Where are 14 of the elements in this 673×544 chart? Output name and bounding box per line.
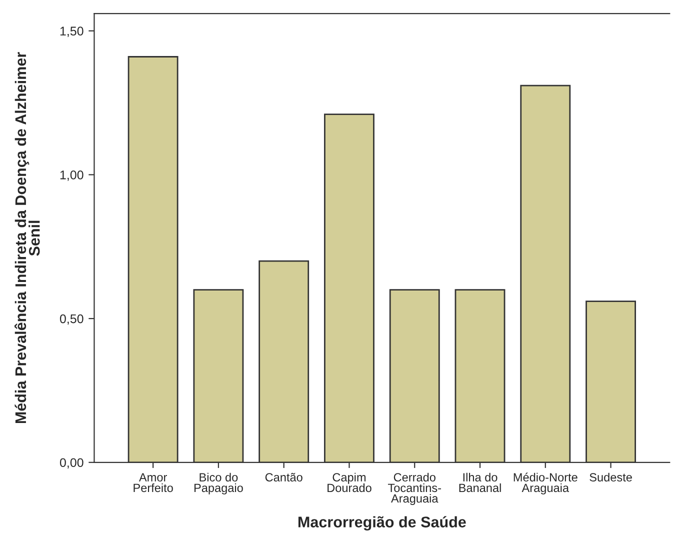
y-tick-label: 0,50 <box>60 314 84 325</box>
x-tick-label: Amor Perfeito <box>134 473 173 492</box>
y-tick-label: 0,00 <box>60 458 84 469</box>
x-tick-label: Cerrado Tocantins- Araguaia <box>388 472 441 505</box>
y-axis-title: Média Prevalência Indireta da Doença de Alzheimer Senil <box>14 52 40 424</box>
x-axis-title: Macrorregião de Saúde <box>298 516 466 531</box>
x-tick-label: Médio-Norte Araguaia <box>514 472 578 494</box>
x-tick-label: Capim Dourado <box>328 472 372 492</box>
y-tick-label: 1,00 <box>60 170 84 181</box>
x-tick-label: Cantão <box>265 472 302 482</box>
x-tick-label: Sudeste <box>590 472 632 482</box>
y-tick-label: 1,50 <box>60 26 84 37</box>
x-tick-label: Bico do Papagaio <box>194 472 243 494</box>
x-tick-label: Ilha do Bananal <box>459 472 501 492</box>
